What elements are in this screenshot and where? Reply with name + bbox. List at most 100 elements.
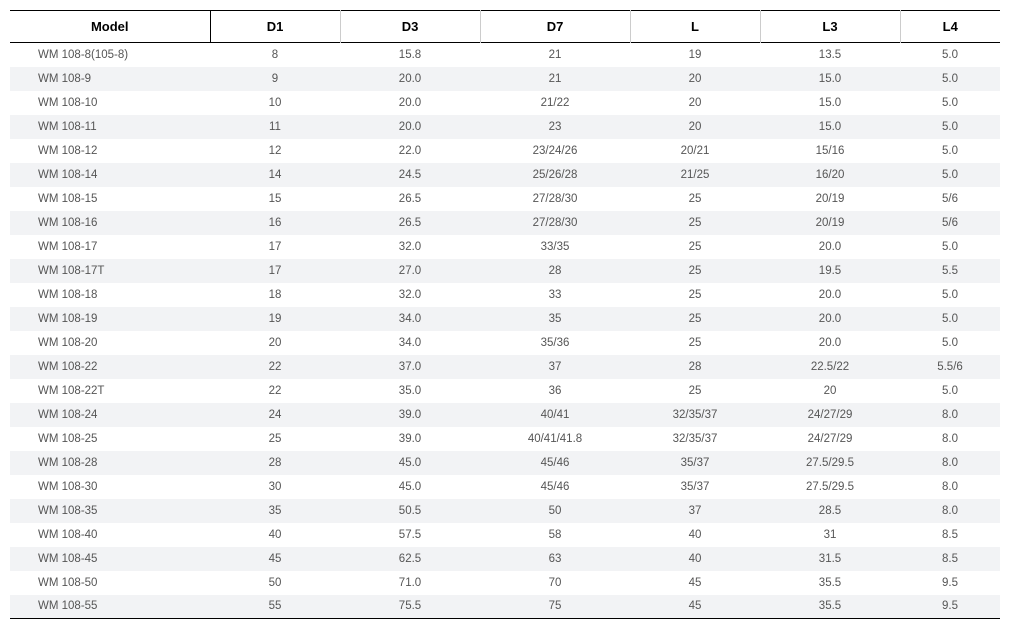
table-cell: 75 bbox=[480, 595, 630, 619]
spec-table: Model D1 D3 D7 L L3 L4 WM 108-8(105-8)81… bbox=[10, 10, 1000, 619]
table-cell: 28 bbox=[480, 259, 630, 283]
table-cell: 24/27/29 bbox=[760, 403, 900, 427]
table-row: WM 108-353550.5503728.58.0 bbox=[10, 499, 1000, 523]
table-cell: 45.0 bbox=[340, 451, 480, 475]
table-row: WM 108-454562.5634031.58.5 bbox=[10, 547, 1000, 571]
table-cell: 25 bbox=[630, 331, 760, 355]
table-cell: WM 108-16 bbox=[10, 211, 210, 235]
table-cell: 17 bbox=[210, 259, 340, 283]
table-cell: 63 bbox=[480, 547, 630, 571]
table-cell: 15/16 bbox=[760, 139, 900, 163]
table-row: WM 108-17T1727.0282519.55.5 bbox=[10, 259, 1000, 283]
table-cell: 11 bbox=[210, 115, 340, 139]
table-cell: 5.0 bbox=[900, 163, 1000, 187]
table-cell: 5.0 bbox=[900, 91, 1000, 115]
table-cell: 39.0 bbox=[340, 403, 480, 427]
table-cell: 37 bbox=[480, 355, 630, 379]
table-cell: 32/35/37 bbox=[630, 403, 760, 427]
table-cell: 21/22 bbox=[480, 91, 630, 115]
table-cell: 35.0 bbox=[340, 379, 480, 403]
table-row: WM 108-121222.023/24/2620/2115/165.0 bbox=[10, 139, 1000, 163]
col-header-l3: L3 bbox=[760, 11, 900, 43]
table-cell: 23/24/26 bbox=[480, 139, 630, 163]
table-cell: 27/28/30 bbox=[480, 211, 630, 235]
table-cell: WM 108-12 bbox=[10, 139, 210, 163]
table-cell: 21/25 bbox=[630, 163, 760, 187]
table-row: WM 108-22T2235.03625205.0 bbox=[10, 379, 1000, 403]
col-header-d7: D7 bbox=[480, 11, 630, 43]
table-cell: 25 bbox=[630, 235, 760, 259]
table-cell: 25 bbox=[630, 259, 760, 283]
table-row: WM 108-9920.0212015.05.0 bbox=[10, 67, 1000, 91]
table-cell: WM 108-50 bbox=[10, 571, 210, 595]
table-cell: 15.0 bbox=[760, 115, 900, 139]
table-cell: WM 108-10 bbox=[10, 91, 210, 115]
table-cell: 20.0 bbox=[340, 67, 480, 91]
table-cell: 19 bbox=[210, 307, 340, 331]
table-cell: 34.0 bbox=[340, 307, 480, 331]
table-header: Model D1 D3 D7 L L3 L4 bbox=[10, 11, 1000, 43]
table-cell: 32.0 bbox=[340, 235, 480, 259]
table-cell: 35.5 bbox=[760, 595, 900, 619]
table-cell: 24 bbox=[210, 403, 340, 427]
table-cell: 45/46 bbox=[480, 475, 630, 499]
table-cell: 20 bbox=[760, 379, 900, 403]
table-cell: 37.0 bbox=[340, 355, 480, 379]
table-cell: WM 108-9 bbox=[10, 67, 210, 91]
table-cell: 35.5 bbox=[760, 571, 900, 595]
table-cell: WM 108-14 bbox=[10, 163, 210, 187]
table-cell: 14 bbox=[210, 163, 340, 187]
table-cell: 35/36 bbox=[480, 331, 630, 355]
table-cell: 50 bbox=[480, 499, 630, 523]
col-header-l: L bbox=[630, 11, 760, 43]
col-header-d1: D1 bbox=[210, 11, 340, 43]
table-cell: 20.0 bbox=[760, 331, 900, 355]
table-cell: 20.0 bbox=[760, 307, 900, 331]
table-cell: 57.5 bbox=[340, 523, 480, 547]
table-cell: 35 bbox=[210, 499, 340, 523]
table-cell: 15 bbox=[210, 187, 340, 211]
table-cell: 34.0 bbox=[340, 331, 480, 355]
col-header-model: Model bbox=[10, 11, 210, 43]
table-cell: 40/41 bbox=[480, 403, 630, 427]
table-row: WM 108-222237.0372822.5/225.5/6 bbox=[10, 355, 1000, 379]
table-cell: 15.0 bbox=[760, 91, 900, 115]
table-cell: 28 bbox=[210, 451, 340, 475]
table-cell: 8.5 bbox=[900, 547, 1000, 571]
table-cell: WM 108-17T bbox=[10, 259, 210, 283]
table-cell: 50 bbox=[210, 571, 340, 595]
table-cell: 45.0 bbox=[340, 475, 480, 499]
table-cell: 5.0 bbox=[900, 235, 1000, 259]
table-cell: 13.5 bbox=[760, 43, 900, 67]
table-row: WM 108-242439.040/4132/35/3724/27/298.0 bbox=[10, 403, 1000, 427]
table-cell: 18 bbox=[210, 283, 340, 307]
table-cell: WM 108-35 bbox=[10, 499, 210, 523]
table-cell: WM 108-22T bbox=[10, 379, 210, 403]
table-cell: 12 bbox=[210, 139, 340, 163]
table-cell: 22 bbox=[210, 379, 340, 403]
table-cell: 25/26/28 bbox=[480, 163, 630, 187]
table-cell: 20.0 bbox=[340, 115, 480, 139]
table-cell: 10 bbox=[210, 91, 340, 115]
table-cell: 20 bbox=[210, 331, 340, 355]
table-cell: 5.0 bbox=[900, 139, 1000, 163]
table-row: WM 108-8(105-8)815.8211913.55.0 bbox=[10, 43, 1000, 67]
table-row: WM 108-404057.55840318.5 bbox=[10, 523, 1000, 547]
table-row: WM 108-555575.5754535.59.5 bbox=[10, 595, 1000, 619]
col-header-l4: L4 bbox=[900, 11, 1000, 43]
table-cell: 5/6 bbox=[900, 187, 1000, 211]
table-cell: 17 bbox=[210, 235, 340, 259]
table-cell: 5/6 bbox=[900, 211, 1000, 235]
table-cell: 22.5/22 bbox=[760, 355, 900, 379]
table-cell: 26.5 bbox=[340, 211, 480, 235]
table-row: WM 108-202034.035/362520.05.0 bbox=[10, 331, 1000, 355]
table-cell: 40 bbox=[210, 523, 340, 547]
table-cell: 19.5 bbox=[760, 259, 900, 283]
table-cell: 9.5 bbox=[900, 595, 1000, 619]
table-cell: 31 bbox=[760, 523, 900, 547]
table-cell: 5.5/6 bbox=[900, 355, 1000, 379]
table-cell: WM 108-17 bbox=[10, 235, 210, 259]
table-cell: 35/37 bbox=[630, 475, 760, 499]
table-cell: 70 bbox=[480, 571, 630, 595]
table-row: WM 108-303045.045/4635/3727.5/29.58.0 bbox=[10, 475, 1000, 499]
